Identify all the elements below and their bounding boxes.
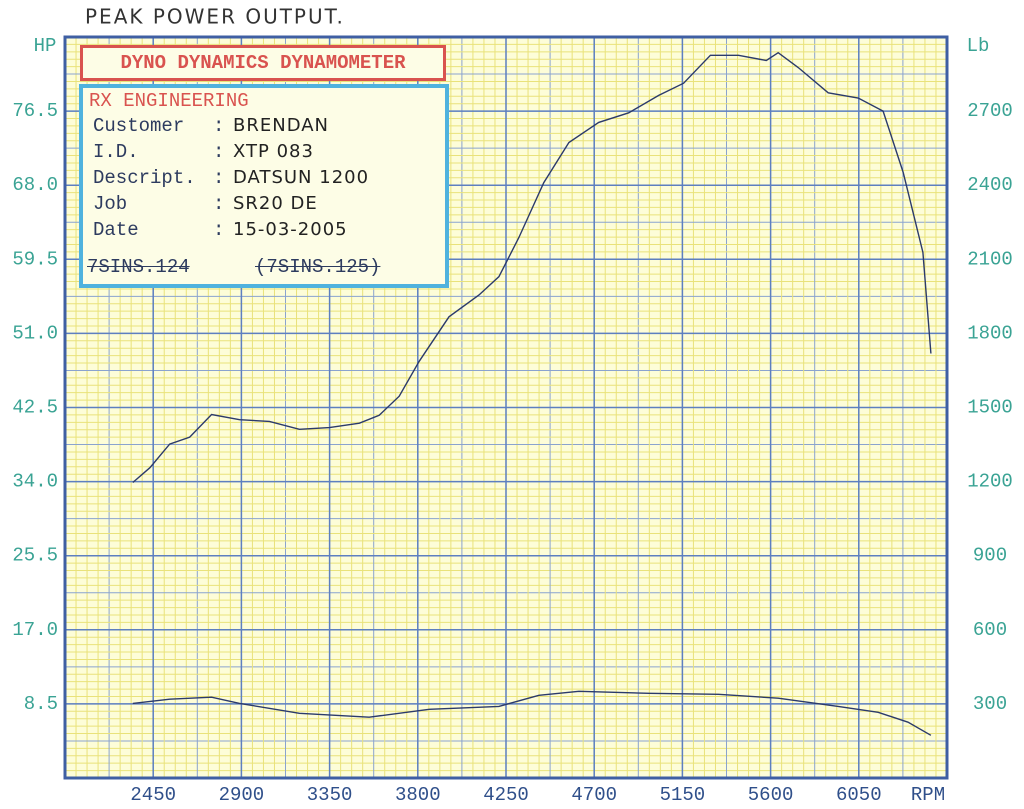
y2-axis-label: Lb: [967, 35, 990, 57]
y2-tick-label: 900: [973, 545, 1007, 567]
info-row: I.D.: XTP 083: [83, 140, 443, 164]
data-line: [132, 690, 932, 736]
field-value: SR20 DE: [233, 193, 318, 214]
field-value: BRENDAN: [233, 115, 330, 136]
x-tick-label: 4700: [571, 784, 617, 806]
field-value: XTP 083: [233, 141, 314, 162]
x-tick-label: 3800: [395, 784, 441, 806]
info-box: RX ENGINEERING Customer: BRENDAN I.D.: XTP …: [79, 84, 449, 288]
separator: :: [213, 141, 225, 163]
x-tick-label: 2450: [130, 784, 176, 806]
y2-tick-label: 600: [973, 619, 1007, 641]
separator: :: [213, 219, 225, 241]
y2-tick-label: 1200: [967, 471, 1013, 493]
y2-tick-label: 1500: [967, 397, 1013, 419]
x-tick-label: 3350: [307, 784, 353, 806]
x-tick-label: 5600: [748, 784, 794, 806]
plot-frame: [63, 35, 949, 780]
info-row: Customer: BRENDAN: [83, 114, 443, 138]
field-label: Date: [93, 219, 139, 241]
y-tick-label: 76.5: [12, 100, 58, 122]
y2-tick-label: 1800: [967, 322, 1013, 344]
x-tick-label: 6050: [836, 784, 882, 806]
x-axis-label: RPM: [911, 784, 945, 806]
field-value: 15-03-2005: [233, 219, 348, 240]
y-axis-label: HP: [34, 35, 57, 57]
separator: :: [213, 167, 225, 189]
separator: :: [213, 193, 225, 215]
chart-title: PEAK POWER OUTPUT.: [85, 5, 345, 29]
field-label: I.D.: [93, 141, 139, 163]
separator: :: [213, 115, 225, 137]
x-tick-label: 4250: [483, 784, 529, 806]
field-label: Customer: [93, 115, 185, 137]
y2-tick-label: 2700: [967, 100, 1013, 122]
y2-tick-label: 300: [973, 693, 1007, 715]
field-label: Descript.: [93, 167, 196, 189]
footer-code: (7SINS.125): [255, 256, 381, 278]
x-tick-label: 5150: [660, 784, 706, 806]
data-line: [132, 51, 932, 484]
y2-tick-label: 2400: [967, 174, 1013, 196]
y-tick-label: 68.0: [12, 174, 58, 196]
y-tick-label: 17.0: [12, 619, 58, 641]
y-tick-label: 59.5: [12, 248, 58, 270]
header-box: DYNO DYNAMICS DYNAMOMETER: [80, 45, 446, 81]
y-tick-label: 34.0: [12, 471, 58, 493]
y-tick-label: 51.0: [12, 322, 58, 344]
y-tick-label: 42.5: [12, 397, 58, 419]
y-tick-label: 8.5: [24, 693, 58, 715]
field-value: DATSUN 1200: [233, 167, 370, 188]
company: RX ENGINEERING: [89, 90, 249, 112]
field-label: Job: [93, 193, 128, 215]
y-tick-label: 25.5: [12, 545, 58, 567]
footer-code: 7SINS.124: [87, 256, 190, 278]
info-row: Descript.: DATSUN 1200: [83, 166, 443, 190]
info-row: Date:15-03-2005: [83, 218, 443, 242]
x-tick-label: 2900: [219, 784, 265, 806]
y2-tick-label: 2100: [967, 248, 1013, 270]
info-row: Job: SR20 DE: [83, 192, 443, 216]
